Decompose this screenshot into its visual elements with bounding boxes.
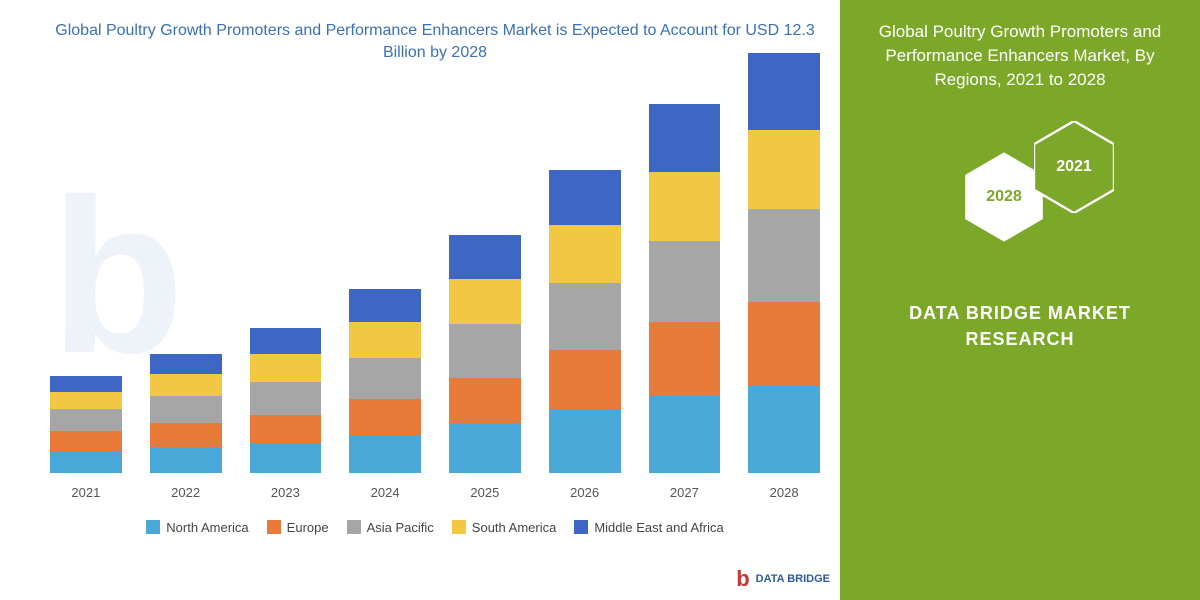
legend-swatch — [267, 520, 281, 534]
bar-stack — [549, 170, 621, 473]
legend-swatch — [574, 520, 588, 534]
bar-segment — [349, 289, 421, 323]
bar-segment — [50, 451, 122, 473]
hex-label: 2021 — [1056, 158, 1092, 176]
bar-category-label: 2027 — [670, 485, 699, 500]
bars-row: 2021 2022 2023 2024 2025 2026 2027 2028 — [40, 80, 830, 500]
side-panel-title: Global Poultry Growth Promoters and Perf… — [864, 20, 1176, 91]
bar-segment — [449, 279, 521, 325]
bar-column: 2023 — [250, 328, 322, 500]
hex-badge-2021: 2021 — [1034, 121, 1114, 213]
bar-segment — [649, 396, 721, 473]
bar-stack — [150, 354, 222, 473]
bar-segment — [250, 443, 322, 473]
bar-category-label: 2024 — [371, 485, 400, 500]
legend-item: Asia Pacific — [347, 520, 434, 535]
legend-label: North America — [166, 520, 248, 535]
bar-column: 2024 — [349, 289, 421, 500]
legend-item: North America — [146, 520, 248, 535]
hex-badge-2028: 2028 — [964, 151, 1044, 243]
bar-stack — [349, 289, 421, 473]
bar-segment — [549, 409, 621, 472]
bar-segment — [649, 104, 721, 171]
bar-segment — [250, 415, 322, 443]
bar-segment — [150, 423, 222, 447]
bar-segment — [748, 302, 820, 385]
footer-logo: b DATA BRIDGE — [736, 566, 830, 592]
legend-swatch — [347, 520, 361, 534]
legend-item: South America — [452, 520, 557, 535]
bar-segment — [349, 322, 421, 358]
bar-segment — [649, 172, 721, 241]
bar-stack — [649, 104, 721, 472]
bar-category-label: 2021 — [71, 485, 100, 500]
bar-segment — [250, 382, 322, 416]
bar-stack — [50, 376, 122, 473]
legend-swatch — [452, 520, 466, 534]
bar-segment — [349, 435, 421, 473]
bar-segment — [449, 324, 521, 377]
legend-label: Asia Pacific — [367, 520, 434, 535]
bar-segment — [150, 374, 222, 396]
legend-label: Europe — [287, 520, 329, 535]
legend-swatch — [146, 520, 160, 534]
bar-segment — [748, 386, 820, 473]
bar-segment — [50, 409, 122, 431]
chart-plot-area: 2021 2022 2023 2024 2025 2026 2027 2028 — [40, 80, 830, 500]
legend-item: Middle East and Africa — [574, 520, 723, 535]
bar-segment — [250, 354, 322, 382]
legend-label: Middle East and Africa — [594, 520, 723, 535]
chart-panel: b Global Poultry Growth Promoters and Pe… — [0, 0, 840, 600]
bar-segment — [649, 241, 721, 322]
bar-segment — [150, 354, 222, 374]
bar-column: 2021 — [50, 376, 122, 500]
bar-category-label: 2028 — [770, 485, 799, 500]
side-panel: Global Poultry Growth Promoters and Perf… — [840, 0, 1200, 600]
bar-segment — [150, 447, 222, 473]
hex-label: 2028 — [986, 188, 1022, 206]
bar-column: 2026 — [549, 170, 621, 500]
bar-category-label: 2023 — [271, 485, 300, 500]
bar-segment — [549, 350, 621, 409]
bar-segment — [549, 225, 621, 282]
bar-segment — [748, 130, 820, 209]
bar-segment — [250, 328, 322, 354]
bar-segment — [449, 423, 521, 473]
bar-segment — [50, 431, 122, 451]
bar-category-label: 2022 — [171, 485, 200, 500]
bar-segment — [50, 392, 122, 410]
bar-segment — [748, 53, 820, 130]
bar-segment — [150, 396, 222, 424]
bar-stack — [250, 328, 322, 473]
legend-label: South America — [472, 520, 557, 535]
bar-stack — [748, 53, 820, 473]
bar-category-label: 2025 — [470, 485, 499, 500]
bar-segment — [649, 322, 721, 395]
footer-logo-text: DATA BRIDGE — [756, 573, 830, 585]
brand-text: DATA BRIDGE MARKET RESEARCH — [864, 301, 1176, 351]
chart-title: Global Poultry Growth Promoters and Perf… — [40, 20, 830, 65]
chart-legend: North America Europe Asia Pacific South Ame… — [40, 520, 830, 535]
bar-segment — [449, 378, 521, 424]
footer-logo-mark: b — [736, 566, 749, 592]
bar-column: 2027 — [649, 104, 721, 499]
bar-segment — [349, 399, 421, 435]
bar-segment — [349, 358, 421, 400]
legend-item: Europe — [267, 520, 329, 535]
bar-stack — [449, 235, 521, 473]
bar-column: 2025 — [449, 235, 521, 500]
bar-segment — [449, 235, 521, 279]
bar-segment — [549, 283, 621, 350]
bar-segment — [50, 376, 122, 392]
hex-badge-group: 2028 2021 — [864, 121, 1176, 261]
bar-column: 2028 — [748, 53, 820, 500]
bar-segment — [748, 209, 820, 302]
bar-column: 2022 — [150, 354, 222, 500]
bar-category-label: 2026 — [570, 485, 599, 500]
root-container: b Global Poultry Growth Promoters and Pe… — [0, 0, 1200, 600]
bar-segment — [549, 170, 621, 225]
